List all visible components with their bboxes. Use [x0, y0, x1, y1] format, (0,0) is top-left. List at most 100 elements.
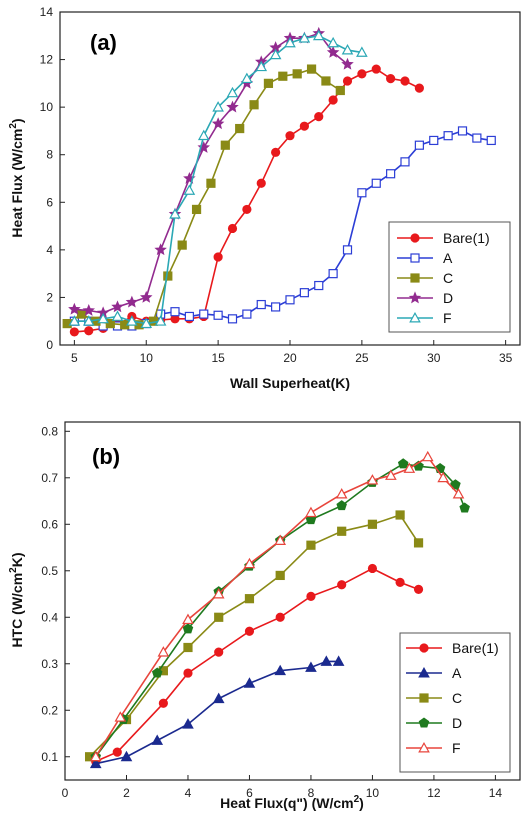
data-point	[197, 129, 210, 141]
data-point	[385, 469, 397, 480]
data-point	[244, 626, 255, 636]
data-point	[413, 584, 424, 594]
data-point	[335, 85, 345, 96]
x-tick-label: 2	[123, 786, 130, 800]
legend-label: C	[452, 690, 462, 706]
data-point	[183, 668, 193, 678]
legend-swatch-marker	[410, 233, 420, 243]
x-tick-label: 10	[366, 786, 380, 800]
y-axis-title: HTC (W/cm2K)	[8, 552, 25, 647]
data-point	[367, 519, 378, 529]
data-point	[235, 123, 245, 134]
legend-item: C	[406, 690, 462, 706]
data-point	[386, 169, 396, 179]
y-axis-title: Heat Flux (W/cm2)	[8, 118, 25, 237]
legend-swatch-marker	[409, 311, 421, 323]
data-point	[139, 290, 153, 303]
data-point	[154, 315, 167, 326]
legend-item: C	[397, 270, 453, 286]
legend-box	[388, 221, 511, 333]
data-point	[212, 692, 225, 704]
legend-label: F	[452, 740, 461, 756]
data-point	[335, 488, 348, 499]
data-point	[414, 140, 424, 150]
data-point	[326, 45, 340, 58]
legend-box	[399, 632, 511, 773]
series-line	[74, 68, 420, 333]
data-point	[421, 450, 434, 462]
data-point	[158, 698, 168, 708]
chart-panel-a: 5 10 15 20 25 30 35 0 2 4 6 8 10 12 14 (a) Wall Super…	[8, 5, 521, 391]
data-point	[371, 64, 381, 74]
data-point	[336, 500, 347, 511]
data-point	[341, 44, 354, 55]
legend-swatch-marker	[419, 693, 429, 703]
data-point	[227, 223, 238, 234]
x-axis-ticks: 5 10 15 20 25 30 35	[71, 340, 513, 365]
x-tick-label: 0	[62, 786, 69, 800]
legend-item: A	[397, 250, 453, 266]
data-point	[199, 309, 209, 319]
data-point	[182, 623, 194, 634]
y-tick-label: 6	[46, 195, 53, 209]
data-point	[140, 317, 153, 329]
data-point	[114, 711, 127, 722]
legend-swatch-marker	[418, 717, 430, 728]
data-point	[403, 462, 416, 473]
series-line	[74, 34, 363, 325]
data-point	[213, 310, 223, 320]
data-point	[366, 474, 379, 485]
y-tick-label: 12	[40, 53, 54, 67]
data-point	[314, 112, 324, 122]
legend-item: D	[397, 290, 453, 306]
y-tick-label: 0.6	[41, 517, 58, 531]
data-point	[263, 78, 274, 88]
legend-item: Bare(1)	[406, 640, 499, 656]
series-f	[89, 450, 465, 762]
data-point	[285, 131, 295, 141]
y-tick-label: 0	[46, 338, 53, 352]
panel-label: (b)	[92, 444, 120, 469]
y-tick-label: 0.2	[41, 703, 58, 717]
legend-item: F	[406, 740, 461, 756]
x-tick-label: 15	[211, 351, 225, 365]
data-point	[400, 76, 410, 86]
data-point	[413, 538, 424, 548]
x-tick-label: 12	[427, 786, 441, 800]
data-point	[486, 135, 496, 146]
data-point	[242, 309, 252, 319]
x-axis-title: Heat Flux(q") (W/cm2)	[220, 794, 364, 811]
data-point	[111, 310, 124, 321]
x-tick-label: 8	[308, 786, 315, 800]
x-tick-label: 30	[427, 351, 441, 365]
data-point	[395, 510, 405, 520]
series-line	[66, 68, 341, 326]
y-tick-label: 2	[46, 290, 53, 304]
legend-swatch-marker	[418, 666, 430, 678]
data-point	[242, 204, 252, 215]
data-point	[271, 147, 281, 157]
series-bare1	[91, 563, 424, 767]
y-tick-label: 0.3	[41, 657, 58, 671]
data-point	[120, 750, 133, 762]
data-point	[342, 245, 353, 255]
data-point	[321, 76, 331, 86]
data-point	[357, 69, 367, 79]
x-tick-label: 10	[140, 351, 154, 365]
data-point	[154, 243, 167, 256]
legend-item: D	[406, 715, 462, 731]
data-point	[226, 100, 239, 113]
data-point	[414, 83, 424, 93]
legend-swatch-marker	[408, 291, 422, 304]
data-point	[341, 57, 354, 70]
data-point	[82, 315, 95, 326]
x-tick-label: 14	[489, 786, 503, 800]
y-tick-label: 14	[40, 5, 54, 19]
data-point	[157, 646, 170, 657]
legend-swatch-marker	[410, 273, 420, 283]
data-point	[299, 288, 309, 298]
x-tick-label: 35	[499, 351, 513, 365]
panel-label: (a)	[90, 30, 117, 55]
data-point	[306, 540, 316, 550]
